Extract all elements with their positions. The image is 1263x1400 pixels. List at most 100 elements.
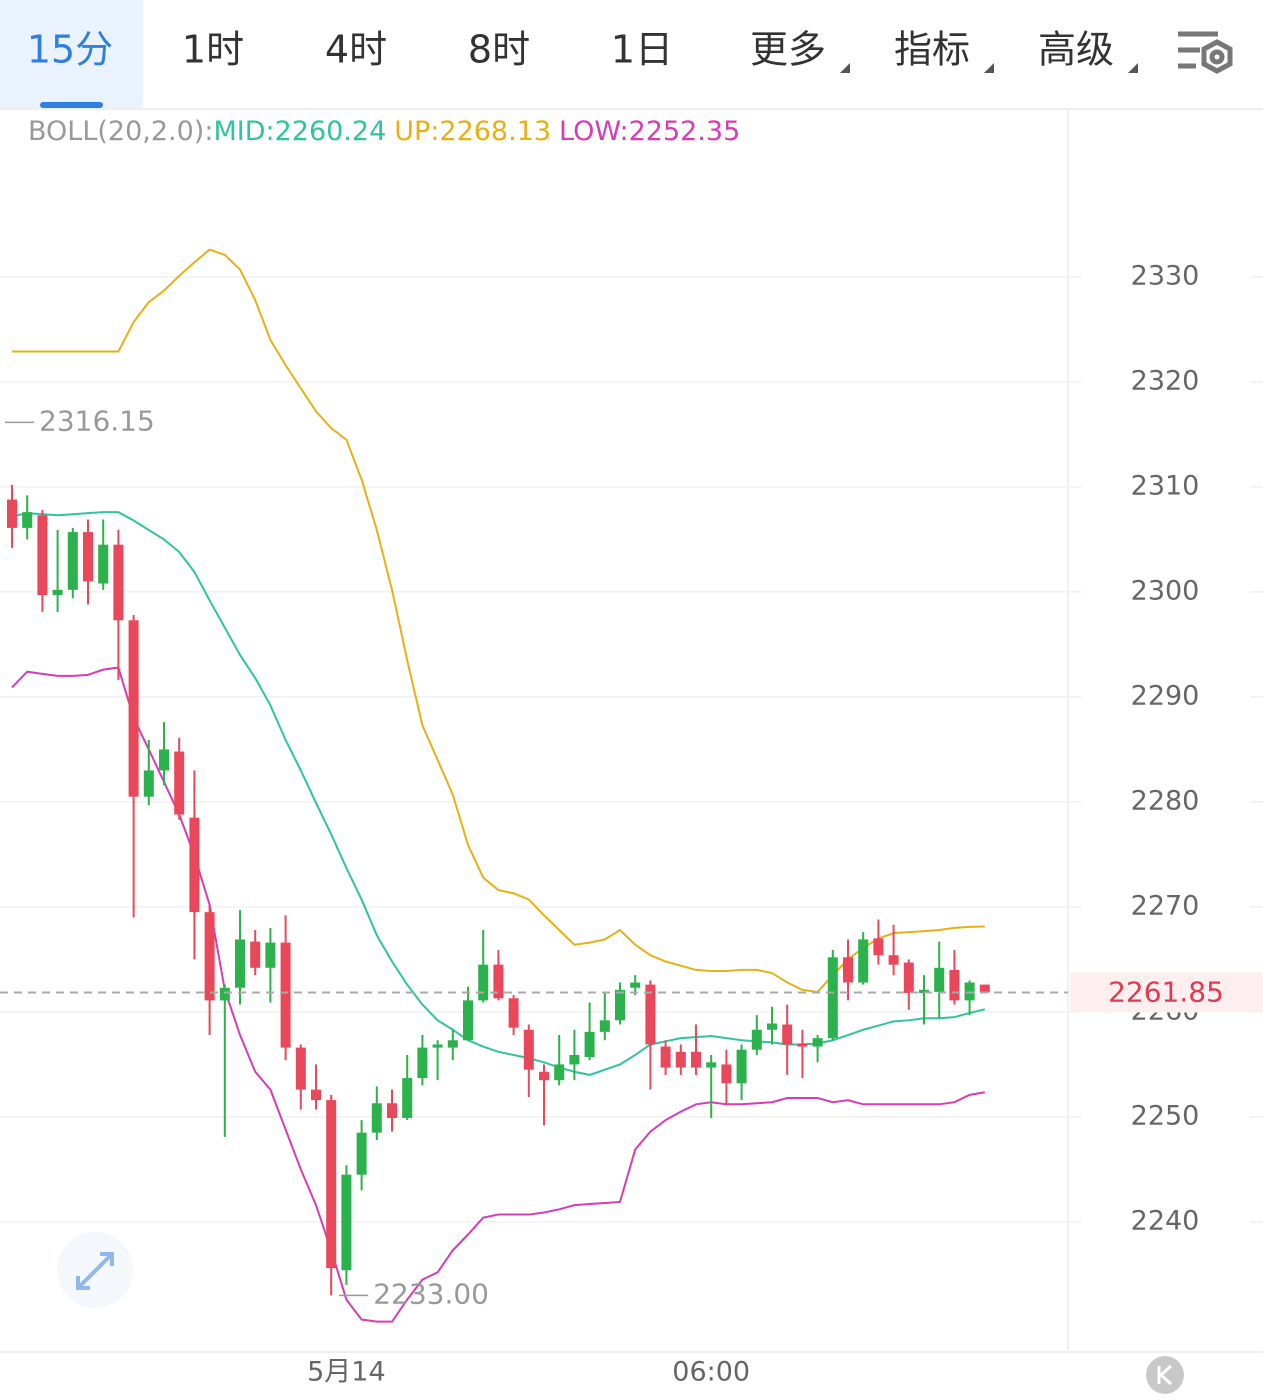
k-button[interactable] [1146, 1356, 1184, 1394]
candle-body [523, 1029, 534, 1070]
y-tick-label: 2250 [1131, 1100, 1200, 1131]
candle-body [478, 964, 489, 1001]
tab[interactable]: 8时 [468, 28, 530, 72]
candle-body [417, 1047, 428, 1079]
candle-body [843, 957, 853, 983]
legend-low: LOW: [559, 116, 629, 147]
candle-body [113, 544, 124, 621]
candle-body [326, 1100, 337, 1269]
candle-body [751, 1029, 762, 1050]
candle-body [493, 964, 504, 999]
y-tick-label: 2330 [1131, 260, 1200, 291]
tab[interactable]: 1时 [182, 28, 244, 72]
candle-body [615, 989, 625, 1021]
tab[interactable]: 4时 [325, 28, 387, 72]
tab[interactable]: 更多 [750, 28, 826, 72]
candle-body [919, 989, 929, 994]
candle-body [508, 998, 519, 1028]
candle-body [280, 942, 291, 1048]
candle-body [67, 532, 78, 590]
y-tick-label: 2280 [1131, 785, 1200, 816]
indicator-legend: BOLL(20,2.0):MID:2260.24 UP:2268.13 LOW:22… [28, 116, 740, 147]
candle-body [797, 1043, 808, 1047]
candle-body [52, 589, 63, 596]
candle-body [873, 938, 884, 956]
current-price-label: 2261.85 [1108, 975, 1224, 1008]
y-tick-label: 2300 [1131, 575, 1200, 606]
boll-line [11, 511, 986, 1076]
candle-body [903, 962, 914, 994]
candle-body [706, 1062, 717, 1068]
candle-body [204, 912, 215, 1001]
candle-body [341, 1174, 352, 1271]
y-tick-label: 2320 [1131, 365, 1200, 396]
candle-body [858, 939, 869, 983]
icon-hex [1201, 39, 1233, 74]
candle-body [675, 1051, 686, 1068]
tab[interactable]: 15分 [27, 28, 113, 72]
candle-body [128, 620, 139, 797]
candle-body [888, 955, 899, 965]
boll-line [11, 666, 985, 1323]
candle-body [964, 982, 975, 1001]
candle-body [767, 1023, 777, 1030]
candle-body [22, 512, 33, 528]
legend-up: UP: [394, 116, 439, 147]
x-tick-label: 06:00 [672, 1357, 750, 1388]
dropdown-triangle [840, 63, 850, 73]
candle-body [189, 817, 200, 913]
candle-body [447, 1040, 458, 1048]
tab[interactable]: 指标 [894, 28, 970, 72]
icon-dot [1209, 49, 1225, 65]
boll-line [12, 248, 985, 994]
y-tick-label: 2290 [1131, 680, 1200, 711]
tab[interactable]: 1日 [611, 28, 673, 72]
x-tick-label: 5月14 [307, 1357, 386, 1388]
candle-body [827, 957, 838, 1039]
y-tick-label: 2240 [1131, 1205, 1200, 1236]
legend-up-value: 2268.13 [439, 116, 551, 147]
candle-body [630, 982, 641, 988]
candle-body [371, 1103, 382, 1133]
candle-body [356, 1132, 367, 1175]
candle-body [98, 544, 109, 584]
candle-body [660, 1046, 671, 1068]
candle-body [311, 1089, 321, 1101]
candle-body [7, 499, 17, 528]
legend-mid-value: 2260.24 [275, 116, 387, 147]
candle-body [691, 1051, 701, 1068]
candle-body [782, 1024, 793, 1045]
candle-body [143, 770, 154, 797]
y-tick-label: 2270 [1131, 890, 1200, 921]
candle-body [812, 1038, 823, 1047]
candle-body [432, 1044, 443, 1048]
candle-body [949, 969, 960, 1001]
settings-icon[interactable] [1178, 31, 1233, 74]
dropdown-triangle [1128, 63, 1138, 73]
k-icon [1157, 1364, 1173, 1386]
active-tab-bg [0, 0, 143, 108]
current-price-box [1070, 972, 1263, 1013]
candle-body [83, 532, 93, 582]
active-tab-indicator [40, 102, 103, 108]
candle-body [37, 515, 48, 596]
dropdown-triangle [984, 63, 994, 73]
candle-body [539, 1071, 549, 1081]
candle-body [569, 1054, 580, 1065]
expand-icon [76, 1252, 114, 1290]
tab[interactable]: 高级 [1038, 28, 1114, 72]
candle-body [979, 984, 990, 993]
candle-body [645, 984, 656, 1045]
candle-body [174, 751, 185, 815]
legend-title: BOLL(20,2.0): [28, 116, 213, 147]
legend-low-value: 2252.35 [629, 116, 741, 147]
candle-body [736, 1049, 747, 1084]
candle-body [599, 1020, 610, 1032]
candle-body [235, 939, 245, 988]
min-marker-label: 2233.00 [373, 1277, 489, 1310]
candle-body [463, 1000, 473, 1041]
candle-body [387, 1103, 397, 1118]
expand-arrows [76, 1252, 114, 1290]
